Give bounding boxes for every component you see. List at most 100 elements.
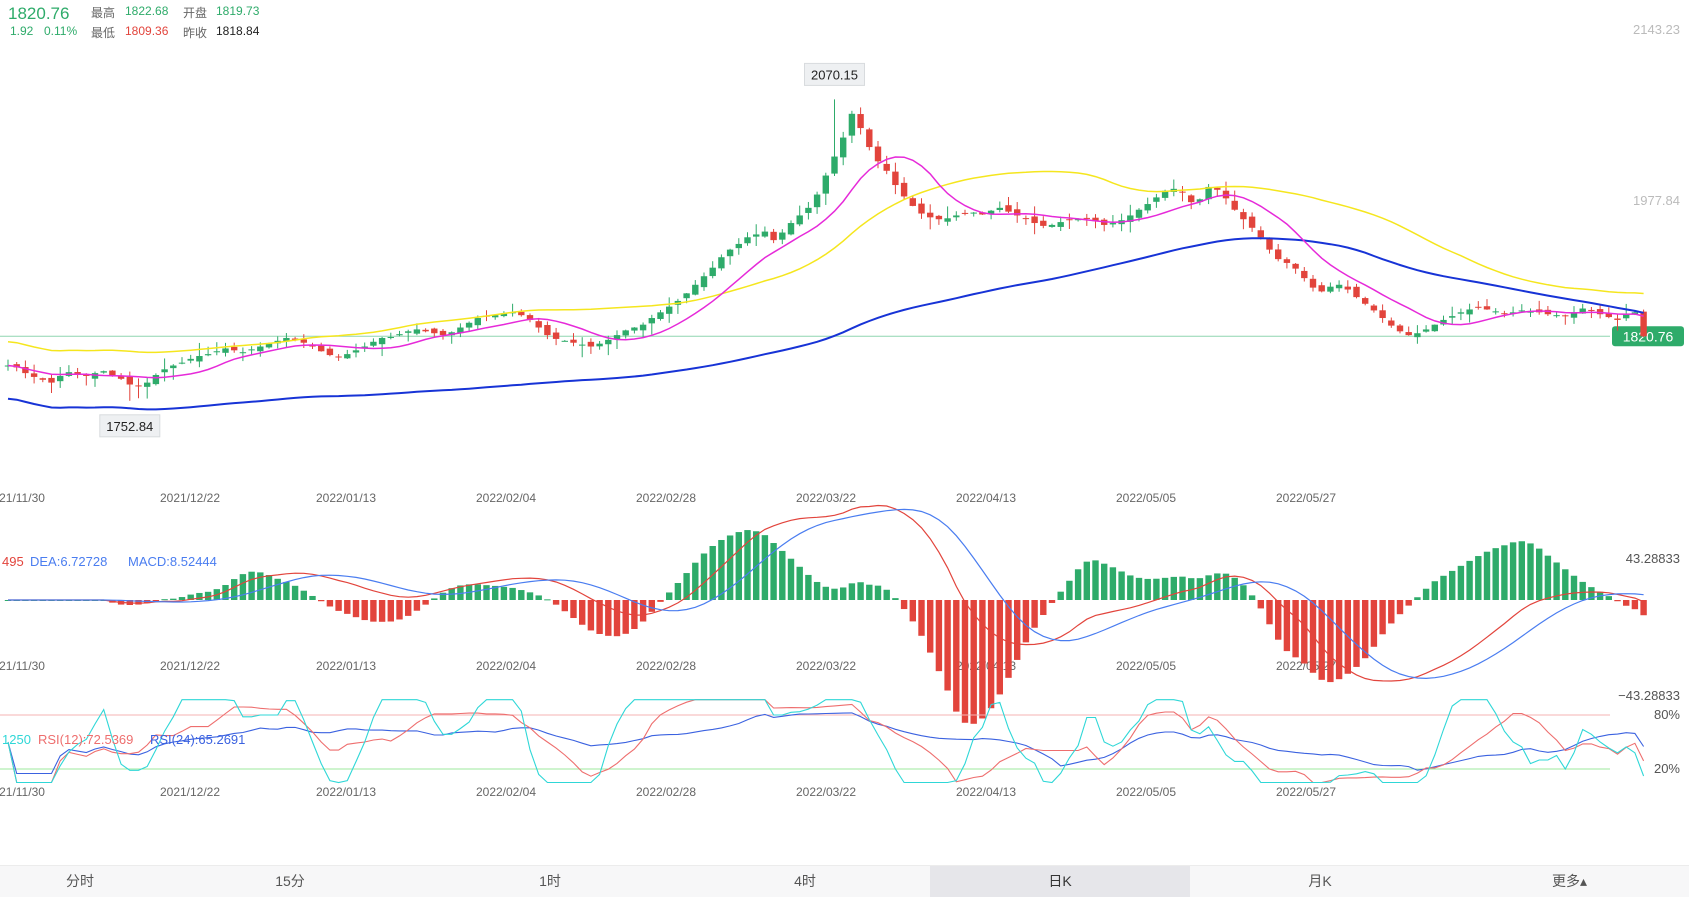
tab-0[interactable]: 分时 — [66, 873, 94, 889]
candle-body — [605, 339, 612, 345]
macd-bar — [953, 600, 960, 712]
candle-body — [700, 276, 708, 288]
candle-body — [1292, 263, 1299, 269]
period-tabs: 分时 15分 1时 4时 日K 月K 更多▴ — [0, 865, 1689, 897]
macd-bar — [326, 600, 334, 607]
candle-body — [1005, 205, 1012, 212]
macd-bar — [135, 600, 142, 605]
macd-bar — [231, 579, 238, 600]
tab-5[interactable]: 月K — [1308, 873, 1332, 889]
tab-3[interactable]: 4时 — [794, 873, 816, 889]
macd-bar — [457, 585, 464, 600]
tab-1[interactable]: 15分 — [275, 873, 305, 889]
macd-bar — [413, 600, 421, 611]
macd-bar — [1188, 578, 1195, 600]
x-date-label: 21/11/30 — [0, 491, 45, 505]
macd-bar — [813, 581, 821, 600]
macd-bar — [883, 589, 890, 600]
macd-bar — [1623, 600, 1630, 606]
macd-bar — [500, 586, 508, 600]
candle-body — [796, 215, 803, 225]
macd-bar — [1057, 591, 1064, 600]
x-date-label: 2022/02/28 — [636, 785, 696, 799]
macd-bar — [309, 595, 316, 600]
candle-body — [57, 375, 64, 382]
macd-bar — [1414, 597, 1421, 600]
macd-bar — [666, 592, 673, 600]
macd-bar — [796, 566, 803, 600]
tab-2[interactable]: 1时 — [539, 873, 561, 889]
candle-body — [1414, 333, 1421, 338]
candle-body — [787, 223, 795, 235]
candle-body — [1483, 306, 1491, 310]
kline-chart[interactable]: 2143.23 1977.84 1820.76 2070.15 1752.84 21/11… — [0, 0, 1689, 865]
candle-body — [666, 306, 673, 314]
macd-bar — [1588, 587, 1595, 600]
macd-bar — [509, 587, 516, 600]
candle-body — [518, 311, 525, 316]
x-date-label: 2021/12/22 — [160, 491, 220, 505]
rsi-axis-high: 80% — [1654, 707, 1680, 722]
candle-body — [1066, 219, 1073, 221]
macd-bar — [544, 599, 551, 601]
candle-body — [1431, 324, 1438, 332]
candle-body — [779, 232, 786, 240]
candle-body — [265, 343, 273, 348]
candle-body — [196, 356, 203, 362]
macd-bar — [1579, 581, 1586, 600]
candle-body — [370, 341, 377, 346]
high-label: 最高 — [91, 6, 116, 20]
candle-body — [579, 344, 586, 346]
candle-body — [1449, 316, 1456, 318]
candle-body — [1327, 286, 1334, 292]
candle-body — [335, 356, 342, 358]
macd-bar — [692, 562, 699, 600]
macd-bar — [239, 574, 247, 600]
macd-bar — [1292, 600, 1299, 658]
macd-bar — [1440, 575, 1447, 600]
candle-body — [187, 358, 194, 361]
candle-body — [726, 249, 734, 257]
macd-bar — [257, 572, 264, 600]
macd-legend-dif: 495 — [2, 554, 24, 569]
macd-bar — [1127, 575, 1134, 600]
macd-bar — [161, 599, 168, 601]
macd-bar — [1631, 600, 1639, 610]
macd-bar — [909, 600, 916, 622]
macd-bar — [805, 574, 812, 600]
candle-body — [1605, 313, 1612, 318]
candle-body — [1362, 298, 1369, 304]
macd-bar — [552, 600, 560, 605]
macd-bar — [405, 600, 412, 616]
macd-axis-top: 43.28833 — [1626, 551, 1680, 566]
candle-body — [1161, 190, 1169, 198]
candle-body — [639, 324, 647, 331]
candle-body — [439, 330, 447, 336]
candle-body — [1466, 309, 1473, 315]
macd-bar — [1518, 541, 1525, 600]
tab-6[interactable]: 更多▴ — [1551, 873, 1588, 889]
macd-bar — [178, 597, 186, 600]
candle-body — [422, 329, 429, 332]
macd-bar — [927, 600, 934, 653]
candle-body — [970, 212, 977, 214]
macd-bar — [735, 532, 742, 600]
candle-body — [30, 373, 38, 377]
candle-body — [718, 257, 725, 269]
macd-bar — [1179, 576, 1186, 600]
macd-bar — [1527, 543, 1534, 600]
candle-body — [1640, 311, 1647, 337]
candle-body — [396, 334, 403, 336]
macd-bar — [840, 587, 847, 600]
candle-body — [431, 328, 438, 334]
candle-body — [1214, 187, 1221, 190]
tab-4[interactable]: 日K — [930, 866, 1190, 897]
candle-body — [1544, 309, 1552, 315]
macd-bar — [439, 592, 447, 600]
macd-bar — [1214, 573, 1221, 600]
macd-legend-macd: MACD:8.52444 — [128, 554, 217, 569]
macd-bar — [1605, 596, 1612, 600]
candle-body — [927, 212, 934, 218]
macd-bar — [187, 594, 194, 600]
candle-body — [48, 377, 55, 383]
